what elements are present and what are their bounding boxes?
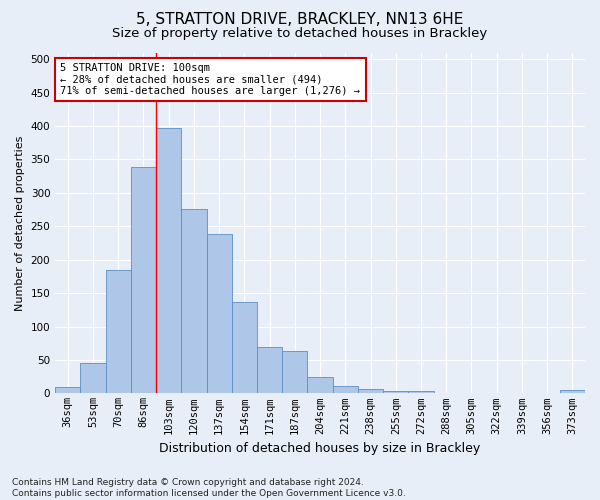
- Bar: [232, 302, 257, 394]
- Bar: [156, 128, 181, 394]
- Text: Contains HM Land Registry data © Crown copyright and database right 2024.
Contai: Contains HM Land Registry data © Crown c…: [12, 478, 406, 498]
- Text: 5, STRATTON DRIVE, BRACKLEY, NN13 6HE: 5, STRATTON DRIVE, BRACKLEY, NN13 6HE: [136, 12, 464, 28]
- Bar: [358, 390, 383, 394]
- Bar: [206, 234, 232, 394]
- Bar: [307, 376, 332, 394]
- Bar: [383, 390, 409, 394]
- Bar: [560, 390, 585, 394]
- Bar: [332, 386, 358, 394]
- Bar: [257, 348, 282, 394]
- Bar: [409, 390, 434, 394]
- Bar: [282, 352, 307, 394]
- X-axis label: Distribution of detached houses by size in Brackley: Distribution of detached houses by size …: [160, 442, 481, 455]
- Text: 5 STRATTON DRIVE: 100sqm
← 28% of detached houses are smaller (494)
71% of semi-: 5 STRATTON DRIVE: 100sqm ← 28% of detach…: [61, 62, 361, 96]
- Text: Size of property relative to detached houses in Brackley: Size of property relative to detached ho…: [112, 28, 488, 40]
- Bar: [80, 362, 106, 394]
- Bar: [131, 168, 156, 394]
- Bar: [106, 270, 131, 394]
- Bar: [181, 209, 206, 394]
- Bar: [55, 388, 80, 394]
- Y-axis label: Number of detached properties: Number of detached properties: [15, 136, 25, 310]
